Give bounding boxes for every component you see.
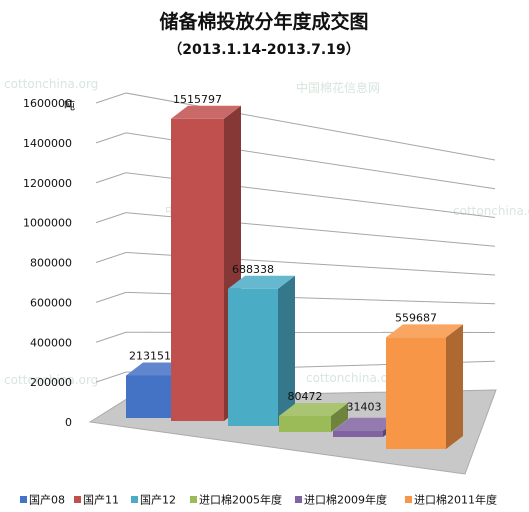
y-tick-label: 0	[65, 416, 72, 429]
chart-subtitle: （2013.1.14-2013.7.19）	[168, 42, 359, 58]
bar-top	[386, 324, 463, 338]
data-label: 80472	[288, 390, 323, 403]
bar-top	[333, 417, 400, 431]
watermark-text: cottonchina.org	[4, 373, 98, 387]
chart-title: 储备棉投放分年度成交图	[159, 10, 368, 33]
legend-label: 进口棉2005年度	[199, 493, 282, 507]
legend-swatch	[405, 496, 412, 503]
data-label: 559687	[395, 311, 437, 324]
gridline	[125, 92, 496, 161]
y-tick-label: 1200000	[23, 177, 72, 190]
watermark-text: 中国棉花信息网	[296, 80, 380, 95]
bar-top	[279, 402, 348, 416]
gridline	[95, 132, 127, 144]
legend-swatch	[20, 496, 27, 503]
bar-front	[333, 430, 383, 437]
y-tick-label: 400000	[30, 336, 72, 349]
bars	[126, 105, 463, 449]
bar-top	[171, 105, 241, 119]
gridline	[95, 252, 127, 263]
data-label: 31403	[347, 401, 382, 414]
legend-label: 进口棉2011年度	[414, 493, 497, 507]
legend-label: 国产12	[140, 493, 176, 507]
bar-side	[331, 402, 348, 432]
gridline	[95, 172, 127, 184]
bar-side	[446, 324, 463, 449]
y-axis: 0 200000 400000 600000 800000 1000000 1200000 1…	[23, 97, 72, 429]
y-tick-label: 800000	[30, 257, 72, 270]
y-tick-label: 1000000	[23, 217, 72, 230]
bar-front	[126, 375, 174, 418]
data-label: 688338	[232, 263, 274, 276]
bar-front	[228, 288, 278, 426]
legend-label: 国产08	[29, 493, 65, 507]
bar-front	[171, 118, 224, 422]
bar-front	[386, 337, 446, 449]
gridline	[95, 331, 127, 343]
y-tick-label: 1400000	[23, 137, 72, 150]
watermark-text: cottonchina.org	[306, 371, 400, 385]
gridline	[95, 371, 127, 383]
legend-label: 国产11	[83, 493, 119, 507]
legend: 国产08 国产11 国产12 进口棉2005年度 进口棉2009年度 进口棉2011年度	[20, 493, 497, 507]
watermark-text: cottonchina.org	[4, 77, 98, 91]
data-label: 213151	[129, 350, 171, 363]
data-label: 1515797	[173, 93, 222, 106]
legend-swatch	[295, 496, 302, 503]
y-axis-unit: 吨	[64, 99, 75, 112]
data-labels: 213151 1515797 688338 80472 31403 559687	[129, 93, 437, 414]
bar-side	[278, 275, 295, 426]
watermark-text: cottonchina.org	[453, 204, 529, 218]
y-tick-label: 200000	[30, 376, 72, 389]
legend-swatch	[74, 496, 81, 503]
y-tick-label: 1600000	[23, 97, 72, 110]
gridline	[95, 212, 127, 224]
bar-front	[279, 415, 331, 432]
gridline	[95, 291, 127, 303]
bar-top	[228, 275, 295, 289]
legend-swatch	[131, 496, 138, 503]
gridline	[95, 92, 127, 104]
legend-label: 进口棉2009年度	[304, 493, 387, 507]
y-tick-label: 600000	[30, 296, 72, 309]
legend-swatch	[190, 496, 197, 503]
